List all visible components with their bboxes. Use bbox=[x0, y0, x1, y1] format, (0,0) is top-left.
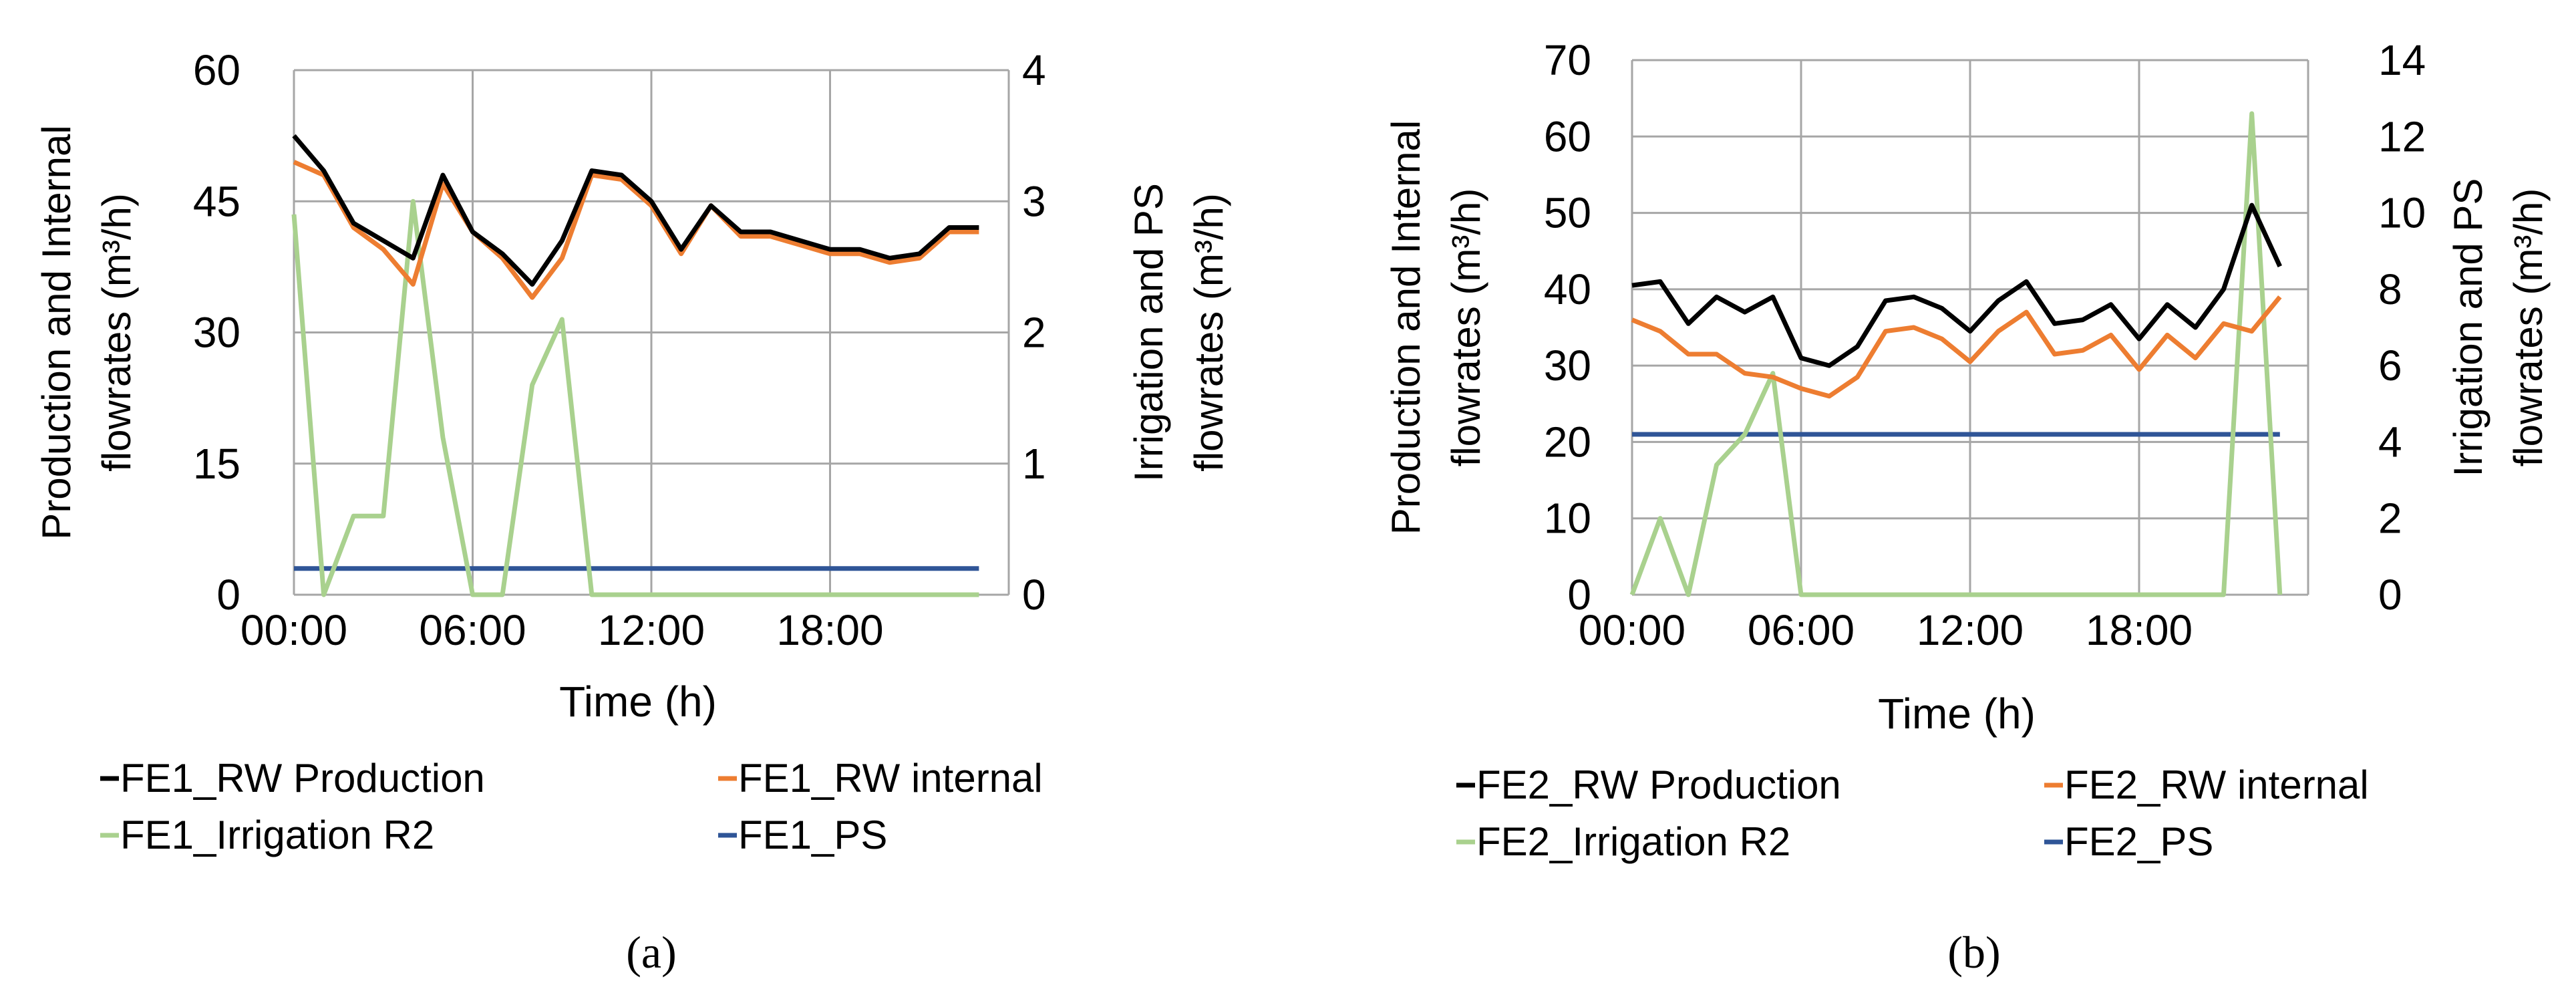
left-tick-label: 0 bbox=[1567, 571, 1591, 619]
legend-label: FE1_PS bbox=[738, 813, 887, 857]
left-tick-label: 60 bbox=[1544, 112, 1591, 160]
left-tick-label: 70 bbox=[1544, 36, 1591, 84]
series-line-fe2-rw-production bbox=[1631, 202, 2282, 368]
left-tick-label: 40 bbox=[1544, 265, 1591, 313]
left-tick-label: 60 bbox=[193, 46, 240, 94]
right-axis-label-line1: Irrigation and PS bbox=[1126, 183, 1171, 482]
legend-label: FE1_RW internal bbox=[738, 756, 1043, 801]
left-axis-label-line2: flowrates (m³/h) bbox=[94, 193, 139, 472]
legend-label: FE2_Irrigation R2 bbox=[1476, 819, 1790, 864]
legend-label: FE1_RW Production bbox=[120, 756, 485, 801]
right-tick-label: 3 bbox=[1022, 177, 1046, 225]
x-tick-label: 12:00 bbox=[598, 606, 705, 654]
right-tick-label: 4 bbox=[2378, 418, 2402, 466]
right-tick-label: 8 bbox=[2378, 265, 2402, 313]
right-tick-label: 2 bbox=[2378, 494, 2402, 543]
x-tick-label: 06:00 bbox=[419, 606, 526, 654]
chart-panel-b: 0 10 20 30 40 50 60 70 0 2 4 6 8 10 12 14 00:00 06:00 12:0… bbox=[1384, 36, 2551, 978]
legend-label: FE1_Irrigation R2 bbox=[120, 813, 434, 857]
x-tick-label: 12:00 bbox=[1917, 606, 2024, 654]
right-axis-label-line2: flowrates (m³/h) bbox=[2506, 188, 2551, 467]
left-tick-label: 30 bbox=[1544, 341, 1591, 390]
left-tick-label: 0 bbox=[216, 571, 240, 619]
left-axis-label-line2: flowrates (m³/h) bbox=[1444, 188, 1488, 467]
x-tick-label: 00:00 bbox=[240, 606, 347, 654]
legend-label: FE2_PS bbox=[2064, 819, 2213, 864]
right-tick-label: 2 bbox=[1022, 309, 1046, 357]
right-tick-label: 0 bbox=[1022, 571, 1046, 619]
series-line-fe2-rw-internal bbox=[1631, 295, 2282, 399]
legend-label: FE2_RW internal bbox=[2064, 762, 2369, 807]
x-tick-label: 18:00 bbox=[2086, 606, 2193, 654]
left-tick-label: 45 bbox=[193, 177, 240, 225]
left-tick-label: 15 bbox=[193, 440, 240, 488]
left-tick-label: 20 bbox=[1544, 418, 1591, 466]
panel-label: (a) bbox=[626, 927, 676, 978]
right-tick-label: 0 bbox=[2378, 571, 2402, 619]
panel-label: (b) bbox=[1947, 927, 2000, 978]
right-axis-label-line2: flowrates (m³/h) bbox=[1186, 193, 1231, 472]
right-tick-label: 10 bbox=[2378, 189, 2426, 237]
right-tick-label: 14 bbox=[2378, 36, 2426, 84]
x-axis-label: Time (h) bbox=[559, 678, 717, 726]
right-tick-label: 6 bbox=[2378, 341, 2402, 390]
left-tick-label: 50 bbox=[1544, 189, 1591, 237]
series-line-fe2-irrigation-r2 bbox=[1629, 111, 2283, 597]
chart-panel-a: 0 15 30 45 60 0 1 2 3 4 00:00 06:00 12:00 18:00 Time (… bbox=[34, 46, 1231, 978]
left-axis-label-line1: Production and Internal bbox=[1384, 120, 1428, 535]
right-tick-label: 12 bbox=[2378, 112, 2426, 160]
x-tick-label: 00:00 bbox=[1579, 606, 1685, 654]
series-line-fe1-rw-internal bbox=[293, 160, 979, 300]
right-tick-label: 1 bbox=[1022, 440, 1046, 488]
legend-label: FE2_RW Production bbox=[1476, 762, 1841, 807]
x-tick-label: 18:00 bbox=[776, 606, 883, 654]
right-tick-label: 4 bbox=[1022, 46, 1046, 94]
right-axis-label-line1: Irrigation and PS bbox=[2446, 178, 2490, 477]
x-axis-label: Time (h) bbox=[1878, 690, 2036, 738]
x-tick-label: 06:00 bbox=[1748, 606, 1855, 654]
left-tick-label: 10 bbox=[1544, 494, 1591, 543]
series-line-fe1-rw-production bbox=[292, 134, 979, 287]
left-axis-label-line1: Production and Internal bbox=[34, 125, 79, 539]
left-tick-label: 30 bbox=[193, 309, 240, 357]
